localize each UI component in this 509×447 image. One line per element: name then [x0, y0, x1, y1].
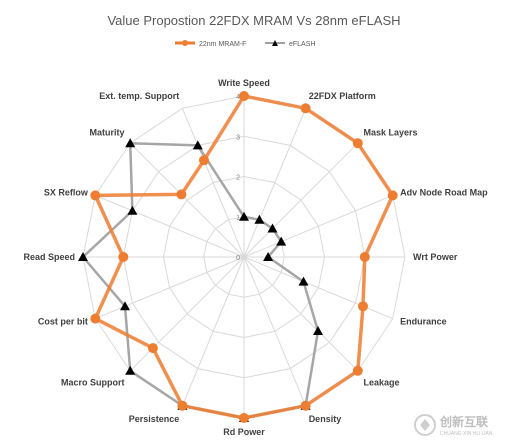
- data-point-eflash: [276, 236, 287, 246]
- watermark: 创新互联 CHUANG XIN HU LIAN: [414, 414, 493, 437]
- data-point-eflash: [125, 365, 136, 375]
- legend-item-series-0: 22nm MRAM-F: [175, 40, 246, 48]
- data-point-mram: [90, 313, 101, 324]
- radial-ticks: 0 1 2 3 4: [236, 94, 240, 262]
- data-point-eflash: [127, 205, 138, 215]
- data-point-eflash: [254, 214, 265, 224]
- axis-label: Cost per bit: [38, 317, 88, 327]
- axis-label: SX Reflow: [44, 187, 89, 197]
- axis-label: Leakage: [364, 378, 400, 388]
- grid-spoke: [243, 256, 307, 406]
- watermark-logo-mark: [420, 419, 430, 431]
- data-point-mram: [300, 103, 311, 114]
- series-layer: [78, 91, 398, 423]
- legend-marker-series-0: [182, 40, 188, 46]
- axis-label: Read Speed: [23, 252, 75, 262]
- grid-spoke: [181, 108, 245, 258]
- data-point-eflash: [298, 276, 309, 286]
- data-point-mram: [352, 138, 363, 149]
- grid-spoke: [243, 256, 359, 372]
- axis-label: Mask Layers: [364, 128, 418, 138]
- grid-spoke: [129, 142, 245, 258]
- data-point-mram: [239, 413, 249, 423]
- data-point-eflash: [120, 301, 130, 311]
- data-point-eflash: [239, 211, 249, 221]
- radial-tick-label: 4: [236, 94, 240, 101]
- data-point-mram: [118, 252, 129, 262]
- grid-spoke: [243, 256, 393, 320]
- watermark-text: 创新互联: [439, 414, 488, 429]
- legend-label-series-0: 22nm MRAM-F: [199, 41, 246, 48]
- legend-label-series-1: eFLASH: [289, 41, 315, 48]
- data-point-eflash: [192, 140, 203, 150]
- radial-tick-label: 1: [236, 215, 240, 222]
- data-point-mram: [387, 190, 398, 201]
- grid-spoke: [129, 256, 245, 372]
- data-point-mram: [177, 400, 188, 411]
- watermark-logo-icon: [414, 414, 436, 436]
- data-point-mram: [199, 155, 209, 166]
- radial-tick-label: 2: [236, 175, 240, 182]
- data-point-mram: [176, 189, 187, 200]
- axis-label: Density: [309, 414, 342, 424]
- grid-spoke: [95, 256, 245, 320]
- axis-label: Adv Node Road Map: [400, 187, 488, 197]
- data-point-mram: [352, 365, 363, 376]
- data-point-eflash: [263, 252, 274, 261]
- data-point-eflash: [267, 223, 278, 233]
- radial-tick-label: 0: [236, 255, 240, 262]
- chart-title: Value Propostion 22FDX MRAM Vs 28nm eFLA…: [107, 13, 400, 28]
- grid-spoke: [243, 108, 307, 258]
- axis-label: 22FDX Platform: [309, 91, 376, 101]
- grid-spoke: [181, 256, 245, 406]
- axis-label: Macro Support: [61, 378, 125, 388]
- data-point-mram: [358, 301, 368, 312]
- axis-label: Wrt Power: [413, 252, 458, 262]
- axis-label: Persistence: [129, 414, 180, 424]
- axis-label: Rd Power: [223, 427, 265, 437]
- axis-label: Write Speed: [218, 78, 270, 88]
- data-point-mram: [359, 252, 370, 262]
- data-point-eflash: [78, 252, 88, 261]
- legend-item-series-1: eFLASH: [265, 40, 315, 48]
- legend-marker-series-1: [272, 40, 278, 46]
- data-point-eflash: [313, 326, 323, 335]
- axis-label: Ext. temp. Support: [99, 91, 179, 101]
- radial-tick-label: 3: [236, 134, 240, 141]
- grid-spoke: [95, 194, 245, 258]
- axis-label: Endurance: [400, 317, 447, 327]
- grid-spoke: [243, 142, 359, 258]
- legend: 22nm MRAM-F eFLASH: [175, 40, 315, 48]
- axis-label: Maturity: [89, 128, 124, 138]
- data-point-mram: [300, 400, 311, 411]
- data-point-mram: [147, 343, 158, 354]
- data-point-eflash: [125, 138, 136, 148]
- axis-labels: Write Speed 22FDX Platform Mask Layers Adv …: [23, 78, 488, 437]
- data-point-mram: [90, 190, 101, 201]
- data-point-mram: [239, 91, 249, 101]
- grid-spoke: [243, 194, 393, 258]
- watermark-subtext: CHUANG XIN HU LIAN: [440, 431, 493, 437]
